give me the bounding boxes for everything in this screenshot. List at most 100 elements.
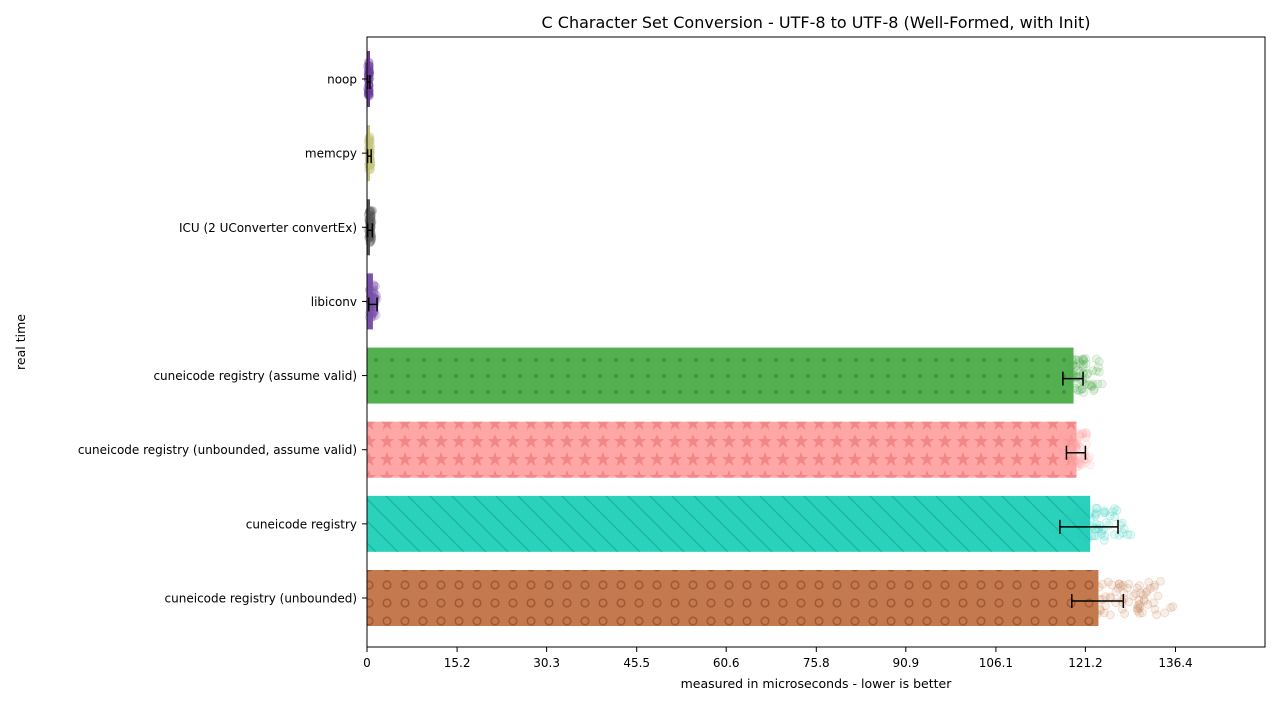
scatter-point bbox=[1082, 428, 1092, 438]
scatter-point bbox=[1054, 532, 1063, 541]
scatter-point bbox=[1068, 447, 1078, 457]
scatter-point bbox=[1131, 589, 1140, 599]
scatter-point bbox=[1066, 436, 1075, 446]
scatter-point bbox=[365, 308, 374, 318]
scatter-point bbox=[1061, 516, 1070, 526]
scatter-point bbox=[1099, 506, 1109, 516]
scatter-point bbox=[1153, 591, 1163, 601]
scatter-point bbox=[1070, 512, 1080, 522]
scatter-point bbox=[1094, 582, 1104, 592]
scatter-point bbox=[1068, 428, 1078, 438]
scatter-point bbox=[365, 165, 375, 175]
scatter-point bbox=[1077, 586, 1087, 596]
scatter-point bbox=[1070, 355, 1080, 365]
scatter-point bbox=[1117, 597, 1127, 607]
scatter-point bbox=[1063, 458, 1073, 467]
scatter-point bbox=[1068, 360, 1078, 369]
scatter-point bbox=[1126, 530, 1136, 540]
y-tick-label: libiconv bbox=[311, 295, 357, 309]
scatter-point bbox=[1066, 432, 1076, 442]
scatter-point bbox=[1071, 355, 1081, 365]
scatter-point bbox=[369, 289, 379, 299]
y-tick-label: cuneicode registry bbox=[246, 517, 357, 531]
scatter-point bbox=[1082, 440, 1091, 449]
scatter-point bbox=[1075, 430, 1085, 440]
scatter-point bbox=[1105, 511, 1115, 521]
scatter-point bbox=[1067, 354, 1077, 364]
scatter-point bbox=[1111, 587, 1121, 597]
scatter-point bbox=[363, 210, 373, 220]
x-tick-label: 121.2 bbox=[1068, 656, 1102, 670]
y-axis-label: real time bbox=[13, 314, 28, 370]
scatter-point bbox=[364, 61, 374, 71]
bar-pattern bbox=[367, 421, 1077, 478]
scatter-point bbox=[1075, 459, 1085, 469]
scatter-point bbox=[1085, 513, 1095, 523]
scatter-point bbox=[1067, 429, 1077, 438]
x-tick-label: 15.2 bbox=[444, 656, 471, 670]
scatter-point bbox=[363, 57, 373, 67]
scatter-point bbox=[369, 286, 379, 296]
scatter-point bbox=[1088, 379, 1098, 389]
bar bbox=[367, 125, 370, 182]
scatter-point bbox=[365, 161, 375, 170]
scatter-point bbox=[365, 211, 375, 221]
x-tick-label: 30.3 bbox=[533, 656, 560, 670]
scatter-point bbox=[1103, 577, 1113, 587]
scatter-point bbox=[1107, 580, 1117, 590]
scatter-point bbox=[1099, 608, 1109, 618]
scatter-point bbox=[1072, 435, 1082, 445]
scatter-point bbox=[1135, 603, 1145, 612]
x-tick-label: 60.6 bbox=[713, 656, 740, 670]
x-tick-label: 75.8 bbox=[803, 656, 830, 670]
x-tick-label: 0 bbox=[363, 656, 371, 670]
scatter-point bbox=[365, 134, 375, 144]
scatter-point bbox=[363, 65, 373, 74]
scatter-point bbox=[1101, 601, 1110, 611]
scatter-point bbox=[368, 282, 377, 292]
scatter-point bbox=[365, 160, 375, 170]
scatter-point bbox=[1078, 355, 1088, 365]
scatter-point bbox=[1078, 356, 1088, 366]
scatter-point bbox=[371, 289, 380, 299]
scatter-point bbox=[1137, 608, 1147, 618]
scatter-point bbox=[365, 142, 375, 152]
scatter-point bbox=[1078, 513, 1087, 523]
scatter-point bbox=[367, 293, 377, 303]
scatter-point bbox=[1124, 597, 1134, 607]
scatter-point bbox=[1099, 535, 1109, 545]
scatter-point bbox=[1089, 386, 1099, 396]
scatter-point bbox=[1084, 380, 1094, 390]
scatter-point bbox=[1090, 608, 1100, 618]
scatter-point bbox=[1133, 600, 1143, 610]
scatter-point bbox=[1067, 459, 1076, 469]
scatter-point bbox=[1077, 354, 1087, 364]
scatter-point bbox=[1110, 530, 1119, 539]
scatter-point bbox=[363, 60, 373, 70]
scatter-point bbox=[1078, 429, 1087, 439]
scatter-point bbox=[1088, 521, 1097, 531]
scatter-point bbox=[1064, 458, 1074, 467]
scatter-point bbox=[1132, 603, 1142, 613]
scatter-point bbox=[1069, 457, 1079, 467]
scatter-point bbox=[1145, 584, 1155, 593]
scatter-point bbox=[1071, 439, 1081, 449]
scatter-point bbox=[1108, 507, 1118, 517]
scatter-point bbox=[1133, 604, 1143, 614]
scatter-point bbox=[1116, 581, 1126, 591]
scatter-point bbox=[1117, 604, 1127, 614]
scatter-point bbox=[1064, 532, 1074, 541]
scatter-point bbox=[1072, 385, 1082, 394]
scatter-point bbox=[367, 309, 377, 318]
scatter-point bbox=[1077, 531, 1086, 541]
scatter-point bbox=[1089, 531, 1099, 541]
scatter-point bbox=[365, 238, 375, 248]
scatter-point bbox=[1070, 383, 1080, 393]
scatter-point bbox=[1138, 590, 1148, 600]
scatter-point bbox=[1085, 597, 1095, 607]
scatter-point bbox=[1061, 514, 1071, 523]
scatter-point bbox=[1168, 602, 1178, 612]
scatter-point bbox=[365, 138, 375, 148]
scatter-point bbox=[1066, 361, 1076, 371]
scatter-point bbox=[1091, 503, 1101, 513]
